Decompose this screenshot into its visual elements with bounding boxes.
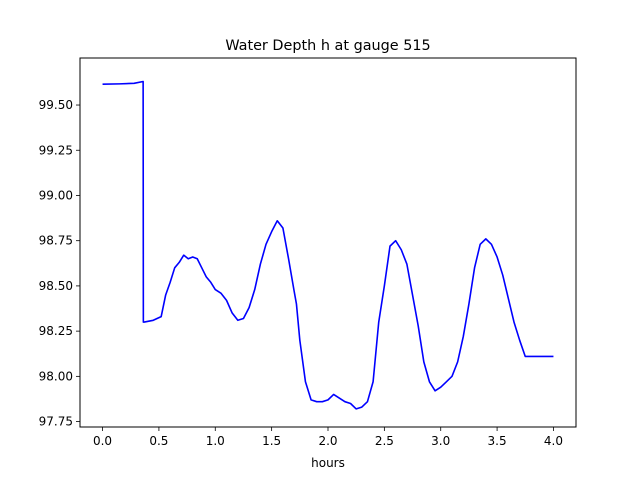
series-line-0 [102, 80, 554, 410]
x-tick-label: 1.0 [206, 434, 225, 448]
x-tick-label: 2.5 [375, 434, 394, 448]
x-tick-label: 0.5 [149, 434, 168, 448]
y-tick-label: 98.25 [39, 324, 73, 338]
y-tick-label: 98.00 [39, 369, 73, 383]
y-tick-label: 99.00 [39, 188, 73, 202]
x-axis-label: hours [311, 456, 345, 470]
x-axis: 0.0 0.5 1.0 1.5 2.0 2.5 3.0 3.5 4.0 [93, 427, 563, 448]
x-tick-label: 0.0 [93, 434, 112, 448]
x-tick-label: 3.5 [488, 434, 507, 448]
y-tick-label: 98.50 [39, 279, 73, 293]
y-tick-label: 98.75 [39, 234, 73, 248]
y-axis: 97.75 98.00 98.25 98.50 98.75 99.00 99.25 99.50 [39, 98, 80, 429]
y-tick-label: 97.75 [39, 415, 73, 429]
x-tick-label: 1.5 [262, 434, 281, 448]
series-layer [102, 80, 554, 410]
y-tick-label: 99.50 [39, 98, 73, 112]
plot-area [80, 58, 576, 427]
chart-title: Water Depth h at gauge 515 [225, 38, 430, 54]
x-tick-label: 3.0 [431, 434, 450, 448]
x-tick-label: 2.0 [318, 434, 337, 448]
y-tick-label: 99.25 [39, 143, 73, 157]
x-tick-label: 4.0 [544, 434, 563, 448]
